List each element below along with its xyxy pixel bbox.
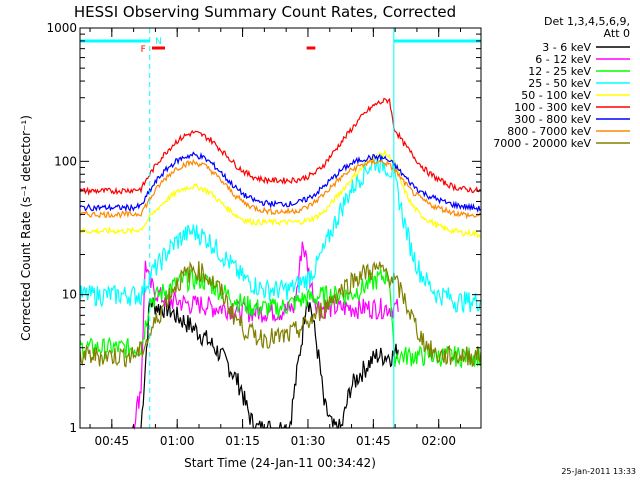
y-tick-label: 100 [54, 154, 77, 168]
series-line-3 [79, 152, 482, 314]
series-line-8 [79, 260, 482, 368]
y-tick-label: 1 [69, 421, 77, 435]
series-line-1 [131, 241, 399, 431]
series-line-7 [79, 158, 482, 220]
chart-title: HESSI Observing Summary Count Rates, Cor… [74, 3, 456, 21]
series-line-2 [79, 267, 482, 369]
annotation-layer: FN [80, 28, 482, 428]
legend-label: 800 - 7000 keV [507, 125, 591, 138]
x-tick-label: 01:00 [160, 434, 195, 448]
legend-label: 12 - 25 keV [528, 65, 591, 78]
legend-label: 6 - 12 keV [535, 53, 591, 66]
plot-frame [79, 27, 482, 429]
legend-label: 300 - 800 keV [514, 113, 591, 126]
series-line-6 [79, 151, 482, 213]
legend-label: 100 - 300 keV [514, 101, 591, 114]
series-line-0 [140, 297, 399, 429]
legend-label: 3 - 6 keV [542, 41, 591, 54]
series-line-5 [79, 97, 482, 196]
legend-label: 50 - 100 keV [521, 89, 591, 102]
axis-layer: 1 10 100 1000 00:45 01:00 01:15 01:30 01:45 02:00 [46, 21, 481, 448]
y-tick-label: 10 [62, 288, 77, 302]
flag-label: F [141, 45, 146, 55]
x-tick-label: 01:45 [356, 434, 391, 448]
legend-header-line-1: Det 1,3,4,5,6,9, [544, 15, 630, 28]
x-tick-label: 01:15 [225, 434, 260, 448]
series-layer [79, 97, 482, 431]
footer-timestamp: 25-Jan-2011 13:33 [561, 467, 636, 476]
series-line-4 [80, 150, 482, 239]
x-axis-label: Start Time (24-Jan-11 00:34:42) [184, 456, 376, 470]
legend-header-line-2: Att 0 [604, 27, 630, 40]
x-tick-label: 01:30 [291, 434, 326, 448]
flag-label: N [155, 37, 162, 47]
y-axis-label: Corrected Count Rate (s⁻¹ detector⁻¹) [19, 115, 33, 341]
legend-label: 7000 - 20000 keV [493, 137, 591, 150]
legend-label: 25 - 50 keV [528, 77, 591, 90]
y-tick-label: 1000 [46, 21, 77, 35]
x-tick-label: 02:00 [421, 434, 456, 448]
x-tick-label: 00:45 [95, 434, 130, 448]
